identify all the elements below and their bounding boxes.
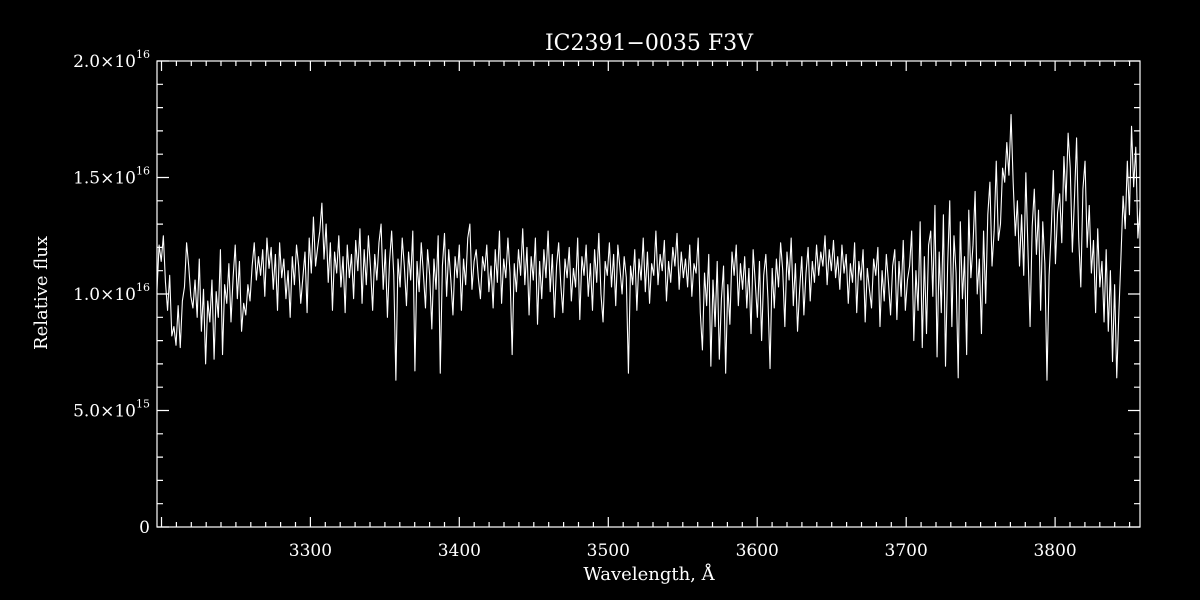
x-tick-label: 3300 bbox=[289, 541, 332, 561]
spectrum-line bbox=[156, 114, 1141, 381]
axis-ticks bbox=[157, 60, 1140, 528]
x-tick-label: 3800 bbox=[1033, 541, 1076, 561]
y-tick-label: 1.5×1016 bbox=[73, 165, 150, 189]
x-tick-label: 3500 bbox=[587, 541, 630, 561]
y-tick-label: 5.0×1015 bbox=[73, 398, 150, 422]
chart-title: IC2391−0035 F3V bbox=[545, 31, 754, 56]
x-tick-label: 3400 bbox=[438, 541, 481, 561]
x-axis-label: Wavelength, Å bbox=[583, 563, 715, 585]
y-axis-label: Relative flux bbox=[31, 236, 52, 350]
y-tick-label: 1.0×1016 bbox=[73, 281, 150, 305]
series-group bbox=[156, 114, 1141, 381]
x-tick-label: 3600 bbox=[736, 541, 779, 561]
plot-frame bbox=[156, 60, 1141, 528]
x-tick-labels: 3300 3400 3500 3600 3700 3800 bbox=[289, 541, 1077, 561]
y-tick-labels: 0 5.0×1015 1.0×1016 1.5×1016 2.0×1016 bbox=[73, 48, 150, 538]
tick-marks bbox=[157, 60, 1140, 528]
x-tick-label: 3700 bbox=[885, 541, 928, 561]
y-tick-label: 2.0×1016 bbox=[73, 48, 150, 72]
y-tick-label: 0 bbox=[139, 518, 150, 538]
